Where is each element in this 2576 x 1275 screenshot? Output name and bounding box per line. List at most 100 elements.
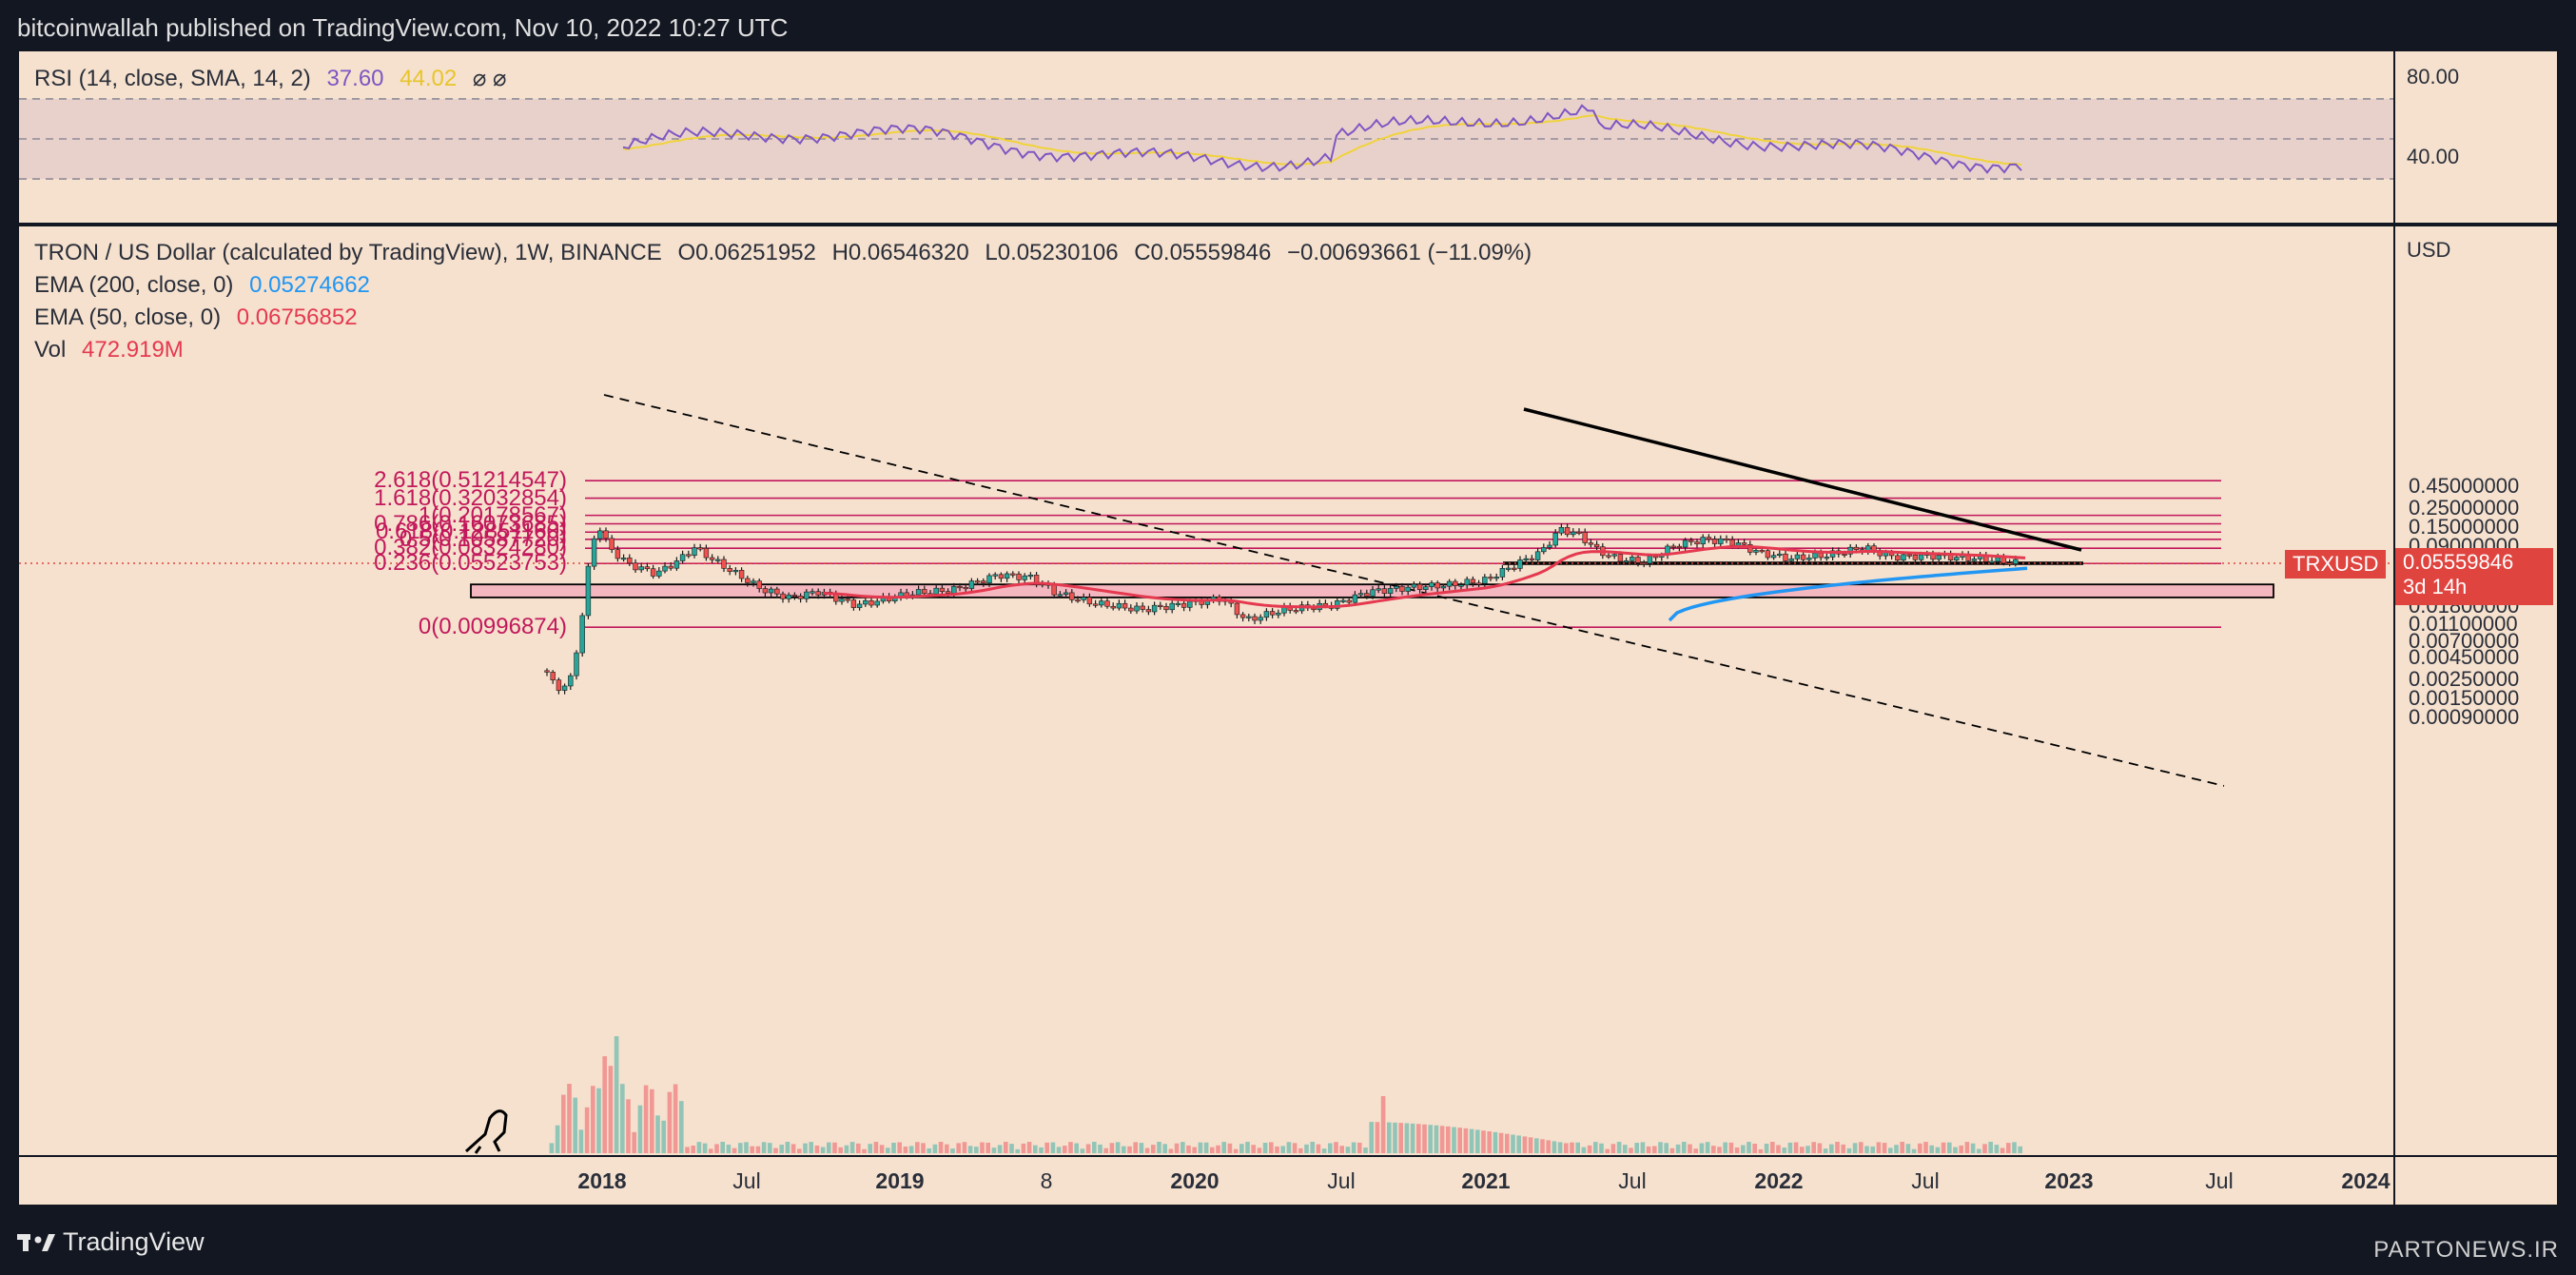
candle-up [1812, 552, 1818, 559]
volume-bar [696, 1142, 702, 1153]
rsi-price-axis[interactable]: 80.00 40.00 [2395, 51, 2557, 223]
candle-down [1724, 538, 1729, 541]
volume-bar [1616, 1142, 1622, 1153]
volume-bar [1298, 1148, 1303, 1153]
fib-level-label[interactable]: 0.382(0.08324280) [374, 535, 567, 561]
candle-up [986, 575, 992, 584]
fib-level-label[interactable]: 0.236(0.05523753) [374, 550, 567, 577]
candle-down [922, 589, 927, 595]
candle-down [1688, 539, 1694, 542]
volume-bar [950, 1148, 955, 1153]
volume-bar [1800, 1147, 1805, 1153]
volume-bar [915, 1142, 920, 1153]
fib-level-label[interactable]: 2.618(0.51214547) [374, 467, 567, 494]
volume-bar [1269, 1142, 1274, 1153]
tradingview-brand[interactable]: TradingView [17, 1227, 205, 1257]
candle-up [1063, 592, 1069, 596]
candle-down [1399, 585, 1405, 592]
rsi-pane[interactable]: RSI (14, close, SMA, 14, 2) 37.60 44.02 … [19, 51, 2393, 223]
candle-up [1623, 560, 1630, 563]
fib-level-label[interactable]: 1.618(0.32032854) [374, 484, 567, 511]
volume-bar [997, 1145, 1003, 1153]
volume-bar [549, 1143, 555, 1153]
candle-down [1871, 545, 1877, 551]
candle-up [1630, 557, 1635, 561]
volume-bar [602, 1056, 607, 1153]
volume-bar [1251, 1145, 1256, 1153]
main-price-axis[interactable]: USD [2395, 226, 2557, 1155]
fib-level-label[interactable]: 1(0.20178567) [418, 501, 567, 528]
volume-bar [1434, 1125, 1439, 1153]
candle-down [1110, 605, 1116, 609]
candle-down [939, 587, 946, 593]
volume-bar [1292, 1143, 1298, 1153]
fib-level-label[interactable]: 0(0.00996874) [418, 614, 567, 640]
volume-bar [1122, 1146, 1126, 1153]
time-tick: 8 [1040, 1168, 1053, 1193]
time-axis[interactable] [19, 1157, 2393, 1205]
candle-down [756, 580, 762, 589]
volume-bar [1475, 1129, 1480, 1153]
candle-down [2000, 557, 2007, 564]
candle-up [1482, 577, 1488, 584]
volume-bar [1357, 1142, 1362, 1153]
volume-bar [785, 1142, 790, 1153]
candle-down [1747, 543, 1753, 553]
volume-bar [1275, 1146, 1279, 1153]
volume-bar [903, 1147, 908, 1153]
candle-up [1777, 553, 1783, 557]
candle-up [1352, 594, 1358, 603]
price-tick: 0.00090000 [2409, 705, 2520, 730]
fib-level-label[interactable]: 0.5(0.10587720) [399, 525, 567, 552]
volume-bar [1063, 1146, 1067, 1153]
volume-bar [1334, 1142, 1338, 1153]
volume-bar [1764, 1144, 1769, 1153]
brand-name: TradingView [63, 1227, 205, 1256]
candle-down [1676, 545, 1683, 548]
volume-bar [1599, 1143, 1604, 1153]
fib-level-label[interactable]: 0.618(0.12851160) [375, 519, 567, 545]
volume-bar [1846, 1148, 1852, 1153]
candle-down [1593, 543, 1600, 547]
volume-bar [1109, 1143, 1115, 1153]
currency-label: USD [2407, 238, 2451, 262]
candle-up [1989, 560, 1995, 563]
tradingview-logo-icon [17, 1233, 55, 1251]
candle-up [1387, 588, 1394, 594]
volume-bar [567, 1084, 572, 1153]
bar-countdown: 3d 14h [2403, 575, 2468, 598]
candle-up [1246, 616, 1252, 618]
candle-down [1783, 553, 1788, 561]
volume-bar [1227, 1143, 1233, 1153]
volume-bar [1864, 1146, 1869, 1153]
candle-up [662, 565, 668, 572]
main-price-pane[interactable]: TRON / US Dollar (calculated by TradingV… [19, 226, 2393, 1155]
candle-up [1004, 573, 1010, 579]
volume-bar [1717, 1147, 1722, 1153]
symbol-title: TRON / US Dollar (calculated by TradingV… [34, 240, 662, 265]
candle-down [609, 538, 615, 550]
volume-bar [1994, 1145, 2000, 1153]
volume-bar [1705, 1142, 1710, 1153]
candle-down [797, 596, 804, 599]
time-tick: Jul [1911, 1168, 1940, 1193]
candle-up [1505, 567, 1512, 570]
candle-up [1258, 617, 1263, 621]
volume-bar [1033, 1145, 1038, 1153]
candle-down [762, 588, 769, 594]
volume-label: Vol [34, 337, 67, 363]
candle-down [1641, 562, 1647, 565]
fib-level-label[interactable]: 0.786(0.16073685) [374, 510, 567, 537]
volume-bar [1669, 1148, 1675, 1153]
volume-bar [637, 1105, 643, 1153]
volume-bar [986, 1142, 990, 1153]
volume-bar [1080, 1148, 1085, 1153]
volume-bar [945, 1144, 949, 1153]
volume-bar [1841, 1144, 1845, 1153]
candle-down [1706, 537, 1712, 539]
volume-bar [1203, 1142, 1209, 1153]
candle-up [915, 589, 922, 596]
volume-bar [1882, 1143, 1887, 1153]
volume-bar [1157, 1142, 1161, 1153]
volume-bar [650, 1089, 654, 1153]
